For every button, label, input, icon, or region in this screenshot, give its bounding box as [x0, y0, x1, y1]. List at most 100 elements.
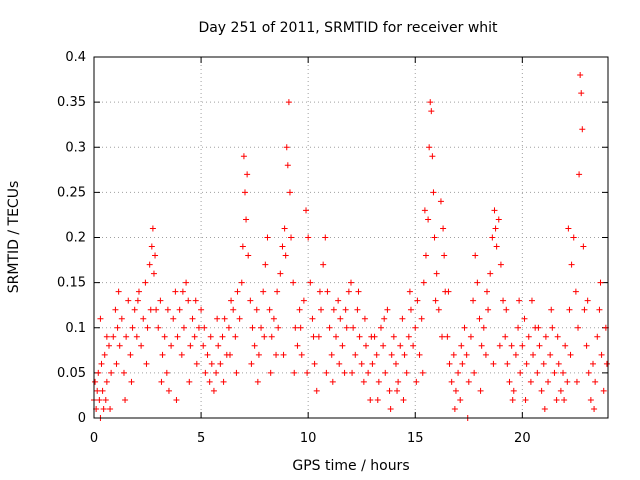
data-point: [342, 306, 349, 313]
data-point: [491, 207, 498, 214]
data-point: [400, 396, 407, 403]
data-point: [553, 396, 560, 403]
data-point: [382, 369, 389, 376]
data-point: [600, 387, 607, 394]
data-point: [458, 342, 465, 349]
data-point: [179, 288, 186, 295]
data-point: [420, 279, 427, 286]
data-point: [358, 360, 365, 367]
data-point: [114, 324, 121, 331]
data-point: [452, 387, 459, 394]
data-point: [100, 405, 107, 412]
ticks-layer: 0 0.05 0.1 0.15 0.2 0.25 0.3 0.35 0.4 0 5 10 15 20: [57, 50, 608, 446]
data-point: [206, 378, 213, 385]
data-point: [341, 369, 348, 376]
data-point: [220, 378, 227, 385]
data-point: [576, 171, 583, 178]
data-point: [419, 369, 426, 376]
data-point: [232, 333, 239, 340]
data-point: [281, 225, 288, 232]
data-point: [310, 333, 317, 340]
data-point: [493, 243, 500, 250]
data-point: [496, 342, 503, 349]
data-point: [470, 297, 477, 304]
data-point: [399, 315, 406, 322]
data-point: [386, 387, 393, 394]
data-point: [441, 252, 448, 259]
data-point: [429, 153, 436, 160]
data-point: [339, 342, 346, 349]
data-point: [238, 279, 245, 286]
data-point: [186, 378, 193, 385]
data-point: [437, 198, 444, 205]
data-point: [144, 324, 151, 331]
data-point: [163, 369, 170, 376]
data-point: [107, 405, 114, 412]
data-point: [127, 351, 134, 358]
data-point: [560, 369, 567, 376]
data-point: [174, 333, 181, 340]
data-point: [149, 225, 156, 232]
data-point: [463, 351, 470, 358]
data-point: [508, 342, 515, 349]
data-point: [316, 288, 323, 295]
data-point: [110, 333, 117, 340]
data-point: [561, 396, 568, 403]
data-point: [234, 288, 241, 295]
data-point: [500, 297, 507, 304]
data-point: [467, 333, 474, 340]
data-point: [545, 378, 552, 385]
data-point: [430, 189, 437, 196]
data-point: [592, 378, 599, 385]
data-point: [421, 207, 428, 214]
data-point: [542, 333, 549, 340]
data-point: [381, 315, 388, 322]
data-point: [525, 333, 532, 340]
data-point: [596, 306, 603, 313]
data-point: [583, 342, 590, 349]
data-point: [147, 306, 154, 313]
data-point: [103, 333, 110, 340]
data-point: [148, 243, 155, 250]
data-point: [140, 315, 147, 322]
data-point: [555, 360, 562, 367]
data-point: [478, 342, 485, 349]
data-point: [578, 90, 585, 97]
data-point: [313, 387, 320, 394]
data-point: [146, 261, 153, 268]
data-point: [446, 360, 453, 367]
data-point: [128, 378, 135, 385]
data-point: [214, 315, 221, 322]
data-point: [143, 360, 150, 367]
data-point: [303, 207, 310, 214]
data-point: [195, 324, 202, 331]
data-point: [192, 297, 199, 304]
data-point: [577, 72, 584, 79]
y-tick-label: 0.15: [57, 276, 86, 291]
data-point: [412, 324, 419, 331]
data-point: [459, 360, 466, 367]
data-point: [377, 324, 384, 331]
data-point: [103, 378, 110, 385]
data-point: [365, 369, 372, 376]
data-point: [388, 351, 395, 358]
data-point: [330, 306, 337, 313]
data-point: [512, 351, 519, 358]
data-point: [97, 315, 104, 322]
data-point: [164, 306, 171, 313]
data-point: [450, 351, 457, 358]
data-point: [118, 315, 125, 322]
data-point: [350, 324, 357, 331]
data-point: [99, 387, 106, 394]
data-point: [540, 360, 547, 367]
data-point: [217, 360, 224, 367]
data-point: [300, 297, 307, 304]
data-point: [541, 405, 548, 412]
y-tick-label: 0: [78, 411, 86, 426]
data-point: [489, 234, 496, 241]
data-point: [530, 351, 537, 358]
data-point: [590, 360, 597, 367]
data-point: [262, 261, 269, 268]
data-point: [523, 360, 530, 367]
data-point: [548, 306, 555, 313]
